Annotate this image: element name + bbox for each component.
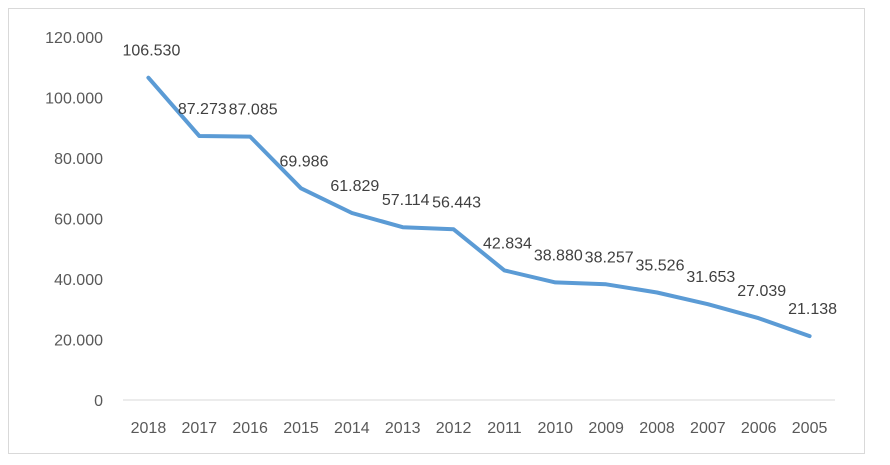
x-tick-label: 2018 xyxy=(131,420,167,437)
x-tick-label: 2007 xyxy=(690,420,726,437)
data-label: 21.138 xyxy=(788,301,837,318)
y-tick-label: 60.000 xyxy=(54,212,103,229)
data-label: 31.653 xyxy=(686,269,735,286)
x-tick-label: 2015 xyxy=(283,420,319,437)
data-label: 87.273 xyxy=(178,101,227,118)
data-label: 35.526 xyxy=(636,258,685,275)
y-tick-label: 40.000 xyxy=(54,272,103,289)
data-label: 69.986 xyxy=(280,153,329,170)
y-tick-label: 0 xyxy=(94,393,103,410)
y-tick-label: 100.000 xyxy=(45,91,103,108)
data-label: 56.443 xyxy=(432,194,481,211)
x-tick-label: 2013 xyxy=(385,420,421,437)
x-tick-label: 2009 xyxy=(588,420,624,437)
data-label: 106.530 xyxy=(123,43,181,60)
data-label: 61.829 xyxy=(330,178,379,195)
data-label: 38.880 xyxy=(534,247,583,264)
data-label: 57.114 xyxy=(382,192,430,209)
y-tick-label: 120.000 xyxy=(45,30,103,47)
x-tick-label: 2008 xyxy=(639,420,675,437)
y-axis-ticks: 0 20.000 40.000 60.000 80.000 100.000 120.000 xyxy=(45,30,103,410)
x-axis-ticks: 2018 2017 2016 2015 2014 2013 2012 2011 2010 2009… xyxy=(131,420,828,437)
y-tick-label: 80.000 xyxy=(54,151,103,168)
x-tick-label: 2017 xyxy=(181,420,217,437)
x-tick-label: 2014 xyxy=(334,420,370,437)
data-label: 87.085 xyxy=(229,102,278,119)
y-tick-label: 20.000 xyxy=(54,333,103,350)
x-tick-label: 2016 xyxy=(232,420,268,437)
x-tick-label: 2011 xyxy=(487,420,522,437)
data-label: 42.834 xyxy=(483,235,532,252)
data-label: 27.039 xyxy=(737,283,786,300)
x-tick-label: 2012 xyxy=(436,420,472,437)
x-tick-label: 2006 xyxy=(741,420,777,437)
x-tick-label: 2005 xyxy=(792,420,828,437)
series-line xyxy=(146,75,812,339)
data-label: 38.257 xyxy=(585,249,634,266)
x-tick-label: 2010 xyxy=(537,420,573,437)
